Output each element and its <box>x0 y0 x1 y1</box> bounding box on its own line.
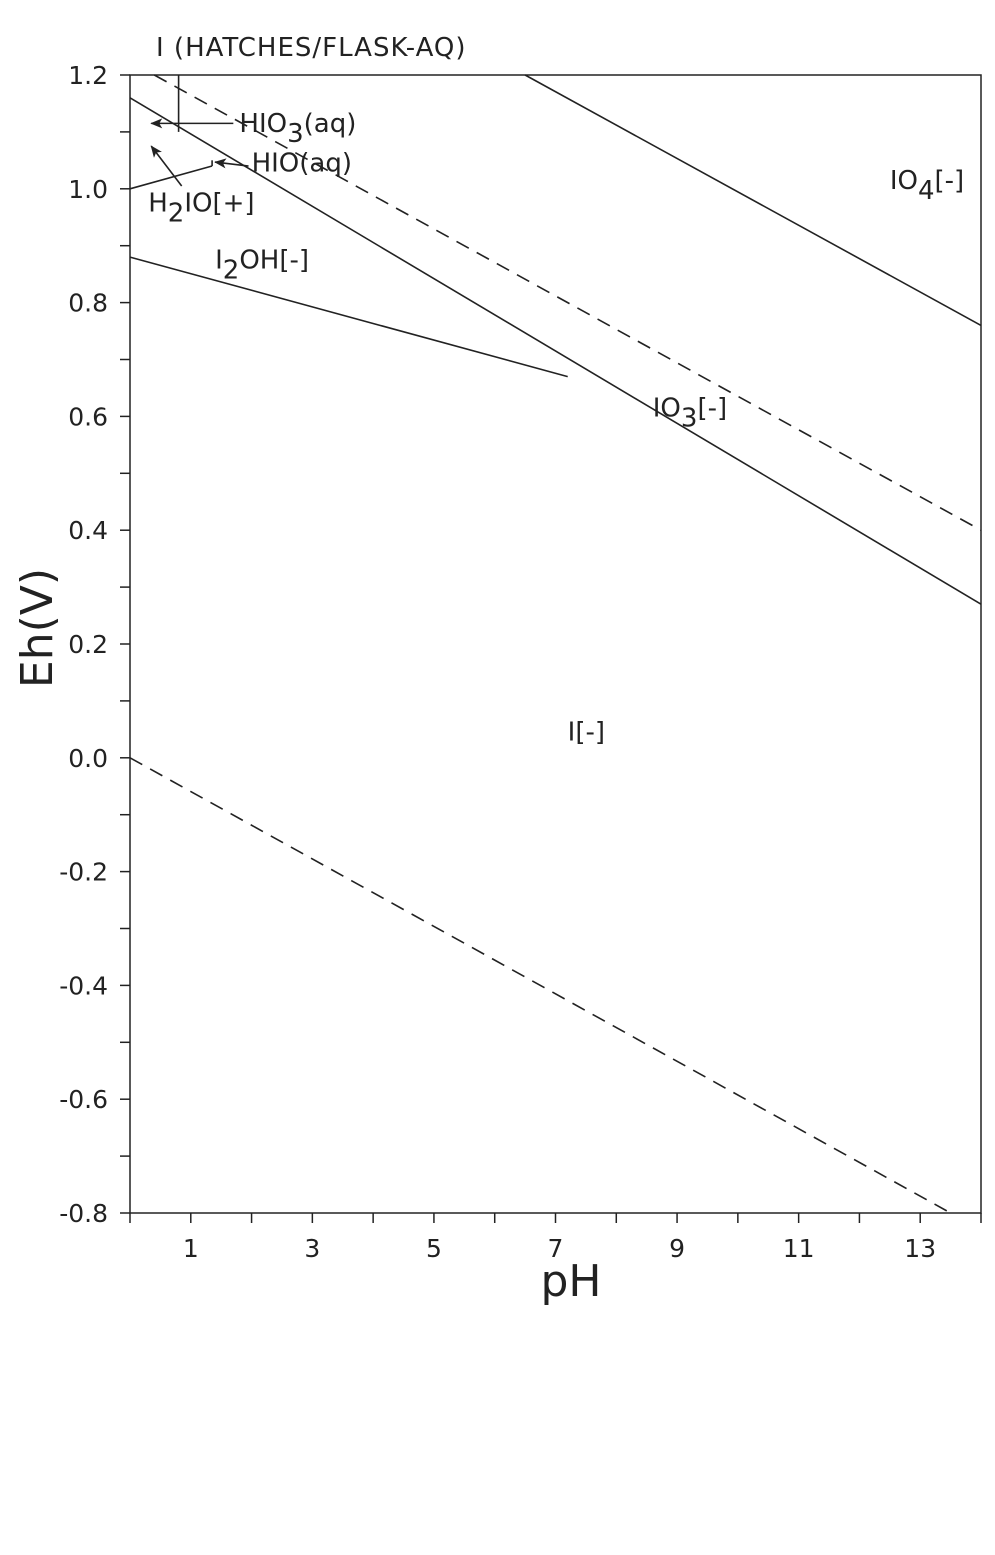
region-labels: IO4[-] IO3[-] I2OH[-] I[-] <box>215 166 964 748</box>
y-tick-label: 0.8 <box>68 289 108 318</box>
x-tick-label: 13 <box>904 1234 936 1263</box>
series-layer <box>129 74 982 1214</box>
annotation-label: HIO(aq) <box>252 149 352 179</box>
region-label: I2OH[-] <box>215 245 309 285</box>
x-tick-label: 11 <box>783 1234 815 1263</box>
y-tick-label: -0.6 <box>59 1085 108 1114</box>
x-tick-label: 7 <box>548 1234 564 1263</box>
annotation-label: H2IO[+] <box>148 189 254 229</box>
boundary-line-3 <box>129 165 213 190</box>
boundary-line-2 <box>129 256 568 378</box>
y-tick-label: 0.4 <box>68 516 108 545</box>
x-axis: 1 3 5 7 9 11 13 <box>129 1213 982 1263</box>
y-axis-title: Eh(V) <box>12 568 63 688</box>
y-axis: 1.2 1.0 0.8 0.6 0.4 0.2 0.0 -0.2 -0.4 -0.6 -0.8 <box>59 61 130 1228</box>
y-tick-label: -0.2 <box>59 858 108 887</box>
y-tick-label: 1.0 <box>68 175 108 204</box>
x-tick-label: 9 <box>669 1234 685 1263</box>
annotation-arrow <box>214 158 249 169</box>
x-axis-title: pH <box>540 1256 601 1307</box>
x-tick-label: 3 <box>304 1234 320 1263</box>
boundary-line-6 <box>153 74 982 531</box>
x-tick-label: 5 <box>426 1234 442 1263</box>
region-label: IO3[-] <box>653 393 727 433</box>
region-label: IO4[-] <box>890 166 964 206</box>
annotation-label: HIO3(aq) <box>239 109 356 149</box>
boundary-line-7 <box>129 757 951 1214</box>
y-tick-label: 0.2 <box>68 630 108 659</box>
annotations: HIO3(aq)HIO(aq) H2IO[+] <box>148 109 356 229</box>
y-tick-label: 1.2 <box>68 61 108 90</box>
y-tick-label: -0.8 <box>59 1199 108 1228</box>
chart-title: I (HATCHES/FLASK-AQ) <box>156 33 467 63</box>
y-tick-label: 0.6 <box>68 402 108 431</box>
boundary-line-0 <box>524 74 982 327</box>
x-tick-label: 1 <box>183 1234 199 1263</box>
y-tick-label: -0.4 <box>59 971 108 1000</box>
region-label: I[-] <box>568 718 605 748</box>
y-tick-label: 0.0 <box>68 744 108 773</box>
annotation-arrow <box>150 145 183 187</box>
boundary-line-1 <box>129 97 982 605</box>
